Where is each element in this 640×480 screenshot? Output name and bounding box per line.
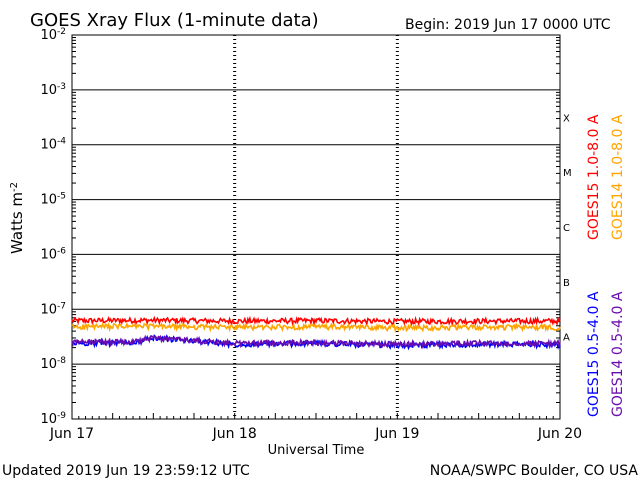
plot-area — [71, 34, 561, 420]
chart-title: GOES Xray Flux (1-minute data) — [30, 10, 319, 31]
y-tick-labels: 10-9 10-8 10-7 10-6 10-5 10-4 10-3 10-2 — [40, 27, 66, 427]
x-tick-label: Jun 20 — [537, 426, 582, 442]
x-tick-label: Jun 18 — [212, 426, 257, 442]
series-line — [71, 334, 561, 350]
x-axis-label: Universal Time — [268, 443, 365, 458]
y-tick-label: 10-5 — [40, 192, 66, 208]
begin-time-label: Begin: 2019 Jun 17 0000 UTC — [405, 17, 611, 33]
x-tick-label: Jun 19 — [374, 426, 419, 442]
flare-class-label: A — [563, 333, 570, 344]
y-minor-ticks — [72, 37, 560, 403]
x-tick-labels: Jun 17 Jun 18 Jun 19 Jun 20 — [49, 426, 582, 442]
legend-entry: GOES15 0.5-4.0 A — [586, 291, 602, 417]
legend: GOES15 1.0-8.0 A GOES14 1.0-8.0 A GOES15 0… — [586, 114, 626, 417]
x-tick-label: Jun 17 — [49, 426, 94, 442]
day-divider-ticks — [78, 35, 554, 419]
y-tick-label: 10-7 — [40, 301, 66, 317]
flare-class-label: M — [563, 168, 572, 179]
y-tick-label: 10-2 — [40, 27, 66, 43]
legend-entry: GOES15 1.0-8.0 A — [586, 114, 602, 240]
series-layer — [71, 315, 561, 351]
legend-entry: GOES14 0.5-4.0 A — [610, 291, 626, 417]
series-line — [71, 321, 561, 334]
flare-class-labels: A B C M X — [563, 113, 572, 343]
series-line — [71, 315, 561, 327]
y-tick-label: 10-3 — [40, 82, 66, 98]
legend-entry: GOES14 1.0-8.0 A — [610, 114, 626, 240]
y-axis-label: Watts m-2 — [8, 182, 26, 254]
y-tick-label: 10-8 — [40, 356, 66, 372]
flare-class-label: B — [563, 278, 570, 289]
flare-class-label: C — [563, 223, 570, 234]
y-tick-label: 10-6 — [40, 246, 66, 262]
y-tick-label: 10-4 — [40, 137, 66, 153]
decade-gridlines — [72, 89, 560, 365]
flare-class-label: X — [563, 113, 570, 124]
data-source: NOAA/SWPC Boulder, CO USA — [430, 463, 639, 479]
y-tick-label: 10-9 — [40, 411, 66, 427]
updated-timestamp: Updated 2019 Jun 19 23:59:12 UTC — [2, 463, 250, 479]
